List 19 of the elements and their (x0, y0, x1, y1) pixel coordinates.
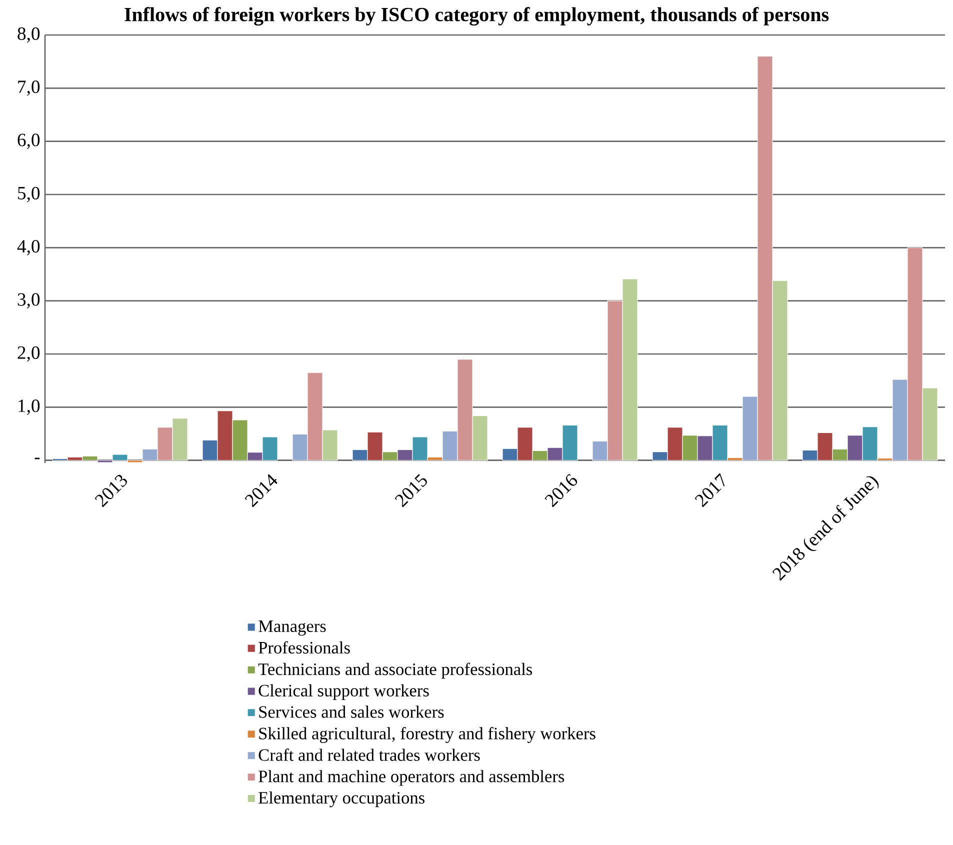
y-tick-label: 3,0 (18, 293, 40, 308)
y-tick-label: 4,0 (17, 240, 40, 256)
legend-label: Technicians and associate professionals (258, 662, 532, 679)
chart-title: Inflows of foreign workers by ISCO category of employment, thousands of persons (124, 7, 829, 26)
legend-label: Elementary occupations (258, 791, 424, 808)
y-tick-label: 6,0 (18, 134, 40, 149)
legend-label: Clerical support workers (258, 684, 429, 700)
y-tick-label: 2,0 (18, 346, 40, 362)
legend-label: Skilled agricultural, forestry and fishery workers (259, 727, 596, 743)
y-tick-label: 5,0 (18, 186, 40, 202)
y-tick-label: 7,0 (18, 80, 40, 96)
legend-label: Managers (258, 620, 326, 636)
legend-label: Services and sales workers (259, 706, 444, 718)
legend-label: Plant and machine operators and assemblers (258, 770, 564, 786)
y-tick-label: 8,0 (18, 27, 40, 43)
y-tick-label: 1,0 (18, 400, 40, 415)
legend-label: Craft and related trades workers (258, 748, 480, 761)
legend-label: Professionals (258, 641, 350, 654)
y-tick-label: - (34, 458, 40, 460)
